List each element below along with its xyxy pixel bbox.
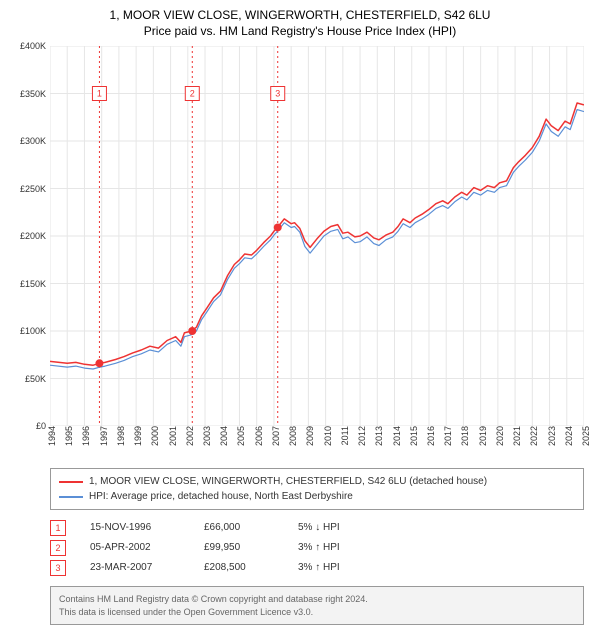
chart-title-address: 1, MOOR VIEW CLOSE, WINGERWORTH, CHESTER… (10, 8, 590, 22)
legend-item: HPI: Average price, detached house, Nort… (59, 489, 575, 504)
x-axis-tick-label: 2003 (198, 426, 212, 446)
transaction-hpi-delta: 3% ↑ HPI (298, 558, 388, 578)
y-axis-tick-label: £200K (20, 231, 50, 241)
x-axis-tick-label: 2012 (353, 426, 367, 446)
transaction-date: 15-NOV-1996 (90, 518, 180, 538)
x-axis-tick-label: 2020 (491, 426, 505, 446)
transaction-date: 05-APR-2002 (90, 538, 180, 558)
x-axis-tick-label: 2013 (370, 426, 384, 446)
legend-label: HPI: Average price, detached house, Nort… (89, 489, 353, 504)
legend-item: 1, MOOR VIEW CLOSE, WINGERWORTH, CHESTER… (59, 474, 575, 489)
x-axis-tick-label: 2023 (543, 426, 557, 446)
y-axis-tick-label: £400K (20, 41, 50, 51)
transaction-row: 1 15-NOV-1996 £66,000 5% ↓ HPI (50, 518, 584, 538)
legend: 1, MOOR VIEW CLOSE, WINGERWORTH, CHESTER… (50, 468, 584, 510)
x-axis-tick-label: 2025 (577, 426, 591, 446)
x-axis-tick-label: 1994 (43, 426, 57, 446)
y-axis-tick-label: £250K (20, 184, 50, 194)
x-axis-tick-label: 2000 (146, 426, 160, 446)
transaction-date: 23-MAR-2007 (90, 558, 180, 578)
transaction-hpi-delta: 5% ↓ HPI (298, 518, 388, 538)
x-axis-tick-label: 2006 (250, 426, 264, 446)
x-axis-tick-label: 2014 (388, 426, 402, 446)
transaction-hpi-delta: 3% ↑ HPI (298, 538, 388, 558)
y-axis-tick-label: £100K (20, 326, 50, 336)
transaction-row: 2 05-APR-2002 £99,950 3% ↑ HPI (50, 538, 584, 558)
x-axis-tick-label: 1998 (112, 426, 126, 446)
footer-line-1: Contains HM Land Registry data © Crown c… (59, 593, 575, 606)
x-axis-tick-label: 2011 (336, 426, 350, 445)
chart-title-subtitle: Price paid vs. HM Land Registry's House … (10, 24, 590, 38)
x-axis-tick-label: 2010 (319, 426, 333, 446)
attribution-footer: Contains HM Land Registry data © Crown c… (50, 586, 584, 625)
plot-area: 123 £0£50K£100K£150K£200K£250K£300K£350K… (50, 46, 584, 426)
x-axis-tick-label: 1999 (129, 426, 143, 446)
y-axis-tick-label: £50K (25, 374, 50, 384)
x-axis-tick-label: 2009 (301, 426, 315, 446)
legend-label: 1, MOOR VIEW CLOSE, WINGERWORTH, CHESTER… (89, 474, 487, 489)
transaction-price: £66,000 (204, 518, 274, 538)
svg-text:3: 3 (275, 89, 280, 99)
x-axis-tick-label: 1996 (77, 426, 91, 446)
transaction-badge: 1 (50, 520, 66, 536)
x-axis-tick-label: 2005 (232, 426, 246, 446)
transaction-row: 3 23-MAR-2007 £208,500 3% ↑ HPI (50, 558, 584, 578)
x-axis-tick-label: 2007 (267, 426, 281, 446)
x-axis-tick-label: 2021 (508, 426, 522, 446)
x-axis-tick-label: 2015 (405, 426, 419, 446)
x-axis-tick-label: 1995 (60, 426, 74, 446)
x-axis-tick-label: 2008 (284, 426, 298, 446)
x-axis-tick-label: 2004 (215, 426, 229, 446)
x-axis-tick-label: 2017 (439, 426, 453, 446)
legend-swatch (59, 481, 83, 483)
x-axis-tick-label: 2002 (181, 426, 195, 446)
chart-container: 1, MOOR VIEW CLOSE, WINGERWORTH, CHESTER… (0, 0, 600, 635)
y-axis-tick-label: £350K (20, 89, 50, 99)
transaction-badge: 3 (50, 560, 66, 576)
y-axis-tick-label: £300K (20, 136, 50, 146)
chart-svg: 1 2 3 (50, 46, 584, 426)
x-axis-tick-label: 2019 (474, 426, 488, 446)
svg-text:1: 1 (97, 89, 102, 99)
x-axis-tick-label: 2001 (164, 426, 178, 446)
y-axis-tick-label: £150K (20, 279, 50, 289)
legend-swatch (59, 496, 83, 498)
x-axis-tick-label: 1997 (95, 426, 109, 446)
transaction-price: £208,500 (204, 558, 274, 578)
svg-text:2: 2 (190, 89, 195, 99)
x-axis-tick-label: 2018 (456, 426, 470, 446)
footer-line-2: This data is licensed under the Open Gov… (59, 606, 575, 619)
x-axis-tick-label: 2022 (525, 426, 539, 446)
x-axis-tick-label: 2016 (422, 426, 436, 446)
transaction-badge: 2 (50, 540, 66, 556)
x-axis-tick-label: 2024 (560, 426, 574, 446)
transaction-price: £99,950 (204, 538, 274, 558)
transaction-table: 1 15-NOV-1996 £66,000 5% ↓ HPI 2 05-APR-2002 £… (50, 518, 584, 578)
